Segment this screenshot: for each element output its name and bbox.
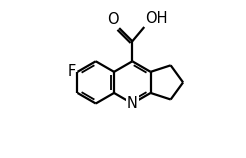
Text: OH: OH	[145, 11, 168, 26]
Text: O: O	[107, 12, 119, 27]
Text: N: N	[127, 96, 138, 111]
Text: F: F	[67, 64, 76, 79]
